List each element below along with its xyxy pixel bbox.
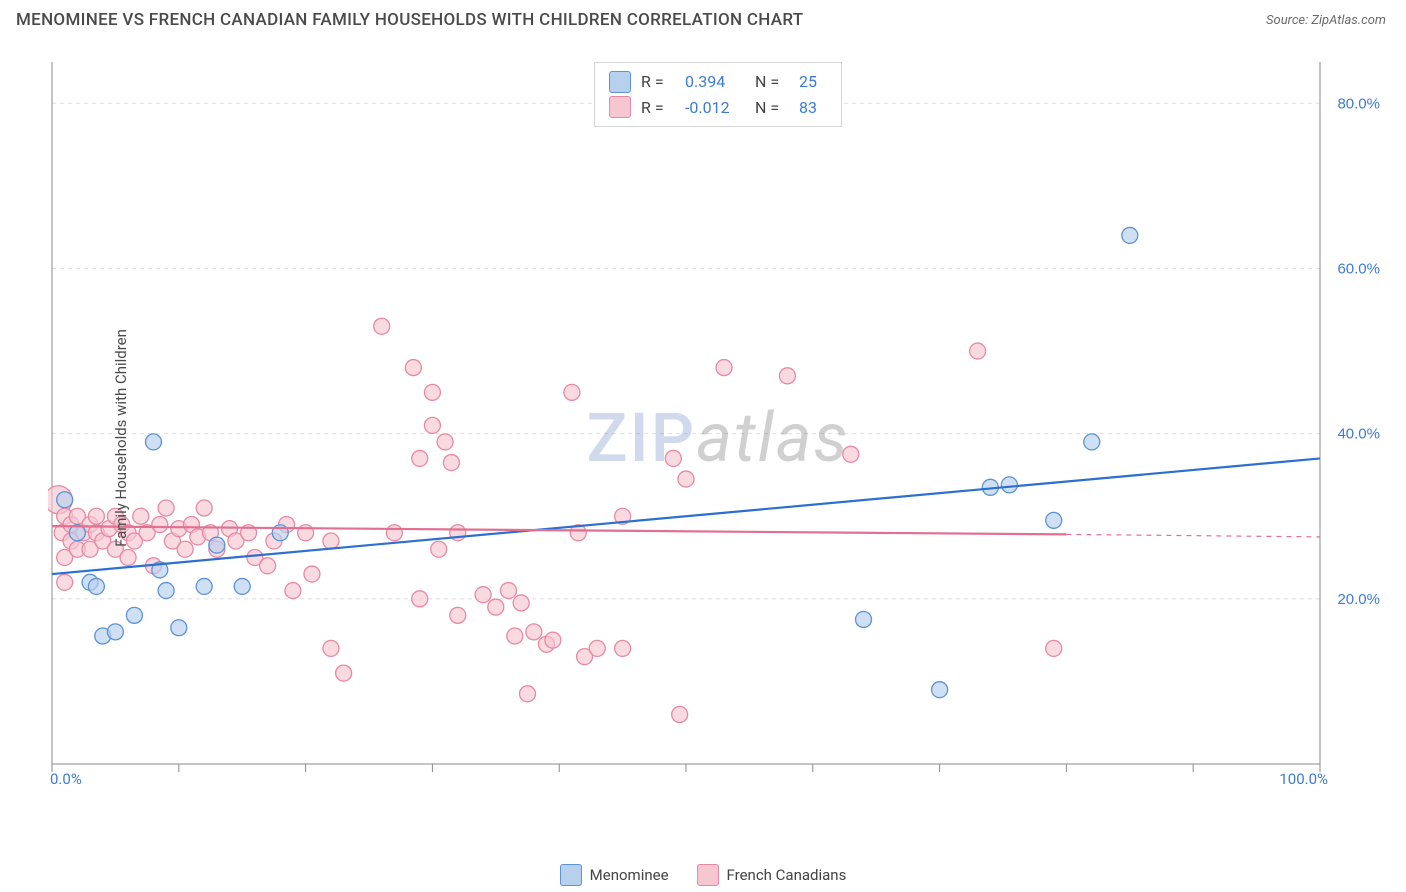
r-value-2: -0.012 xyxy=(685,95,745,121)
chart-area: Family Households with Children 20.0% 40.… xyxy=(48,58,1388,818)
r-value-1: 0.394 xyxy=(685,69,745,95)
legend-label-1: Menominee xyxy=(590,866,669,884)
x-axis-end-label: 100.0% xyxy=(1279,770,1328,788)
swatch-series-2 xyxy=(609,96,631,118)
r-label-2: R = xyxy=(641,95,675,121)
legend-item-1: Menominee xyxy=(560,864,669,886)
correlation-row-2: R = -0.012 N = 83 xyxy=(609,95,817,121)
y-axis-label: Family Households with Children xyxy=(112,329,130,547)
legend-label-2: French Canadians xyxy=(727,866,847,884)
n-value-2: 83 xyxy=(799,95,817,121)
legend-item-2: French Canadians xyxy=(697,864,847,886)
n-value-1: 25 xyxy=(799,69,817,95)
svg-text:60.0%: 60.0% xyxy=(1337,260,1380,277)
svg-text:20.0%: 20.0% xyxy=(1337,591,1380,608)
svg-text:80.0%: 80.0% xyxy=(1337,95,1380,112)
n-label-2: N = xyxy=(755,95,789,121)
n-label-1: N = xyxy=(755,69,789,95)
chart-header: MENOMINEE VS FRENCH CANADIAN FAMILY HOUS… xyxy=(0,0,1406,36)
swatch-bottom-1 xyxy=(560,864,582,886)
chart-source: Source: ZipAtlas.com xyxy=(1266,13,1386,28)
r-label-1: R = xyxy=(641,69,675,95)
series-legend: Menominee French Canadians xyxy=(0,864,1406,886)
x-axis-start-label: 0.0% xyxy=(50,770,82,788)
correlation-row-1: R = 0.394 N = 25 xyxy=(609,69,817,95)
svg-text:40.0%: 40.0% xyxy=(1337,426,1380,443)
chart-title: MENOMINEE VS FRENCH CANADIAN FAMILY HOUS… xyxy=(16,10,803,30)
correlation-legend: R = 0.394 N = 25 R = -0.012 N = 83 xyxy=(594,62,842,127)
swatch-series-1 xyxy=(609,71,631,93)
swatch-bottom-2 xyxy=(697,864,719,886)
scatter-plot-svg: 20.0% 40.0% 60.0% 80.0% xyxy=(48,58,1388,818)
